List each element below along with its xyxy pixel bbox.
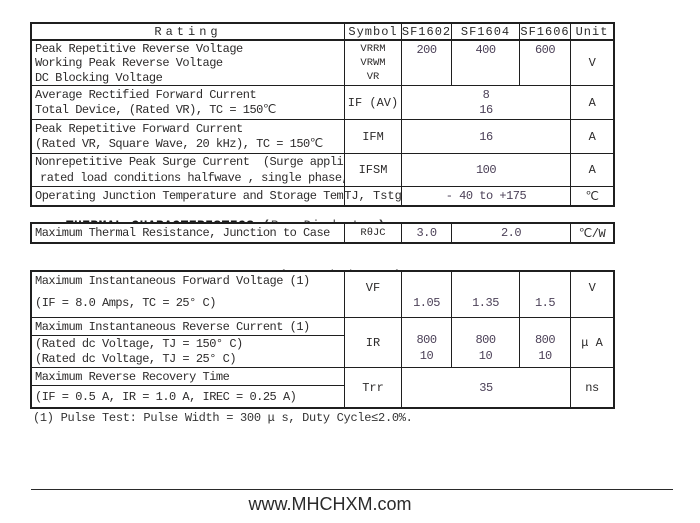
table-row: Peak Repetitive Reverse Voltage Working … [32, 41, 613, 86]
header-sf1606: SF1606 [520, 24, 571, 39]
unit-cell: V [588, 56, 596, 70]
rating-line: (Rated dc Voltage, TJ = 150° C) [35, 337, 243, 351]
value-line: 16 [479, 103, 493, 118]
symbol-cell: RθJC [345, 224, 402, 242]
unit-cell: μ A [581, 335, 603, 350]
table-row: Average Rectified Forward Current Total … [32, 86, 613, 120]
value-cell-merged: 35 [402, 368, 571, 407]
value-cell-merged: - 40 to +175 [402, 187, 571, 205]
symbol-cell: VRRM VRWM VR [345, 41, 402, 85]
unit-cell: V [588, 280, 596, 295]
table-row: Peak Repetitive Forward Current (Rated V… [32, 120, 613, 154]
symbol-line: VR [366, 71, 380, 83]
footer-divider [31, 489, 673, 490]
symbol-cell: TJ, Tstg [345, 187, 402, 205]
value-line: 10 [538, 349, 552, 363]
table-row: Operating Junction Temperature and Stora… [32, 187, 613, 205]
rating-line: (Rated VR, Square Wave, 20 kHz), TC = 15… [35, 137, 323, 152]
rating-line: Maximum Instantaneous Reverse Current (1… [35, 319, 310, 334]
max-ratings-header-row: Rating Symbol SF1602 SF1604 SF1606 Unit [32, 24, 613, 41]
value-cell: 1.05 [402, 272, 452, 317]
header-sf1602: SF1602 [402, 24, 452, 39]
rating-line: Maximum Instantaneous Forward Voltage (1… [35, 273, 310, 288]
rating-line: Nonrepetitive Peak Surge Current (Surge … [35, 155, 345, 170]
rating-line: Peak Repetitive Reverse Voltage [35, 41, 243, 56]
rating-line: (Rated dc Voltage, TJ = 25° C) [35, 352, 237, 366]
rating-line: Operating Junction Temperature and Stora… [35, 189, 344, 203]
header-sf1604: SF1604 [452, 24, 520, 39]
symbol-cell: IFM [345, 120, 402, 153]
value-cell: 200 [402, 41, 452, 85]
symbol-cell: Trr [345, 368, 402, 407]
max-ratings-table: Rating Symbol SF1602 SF1604 SF1606 Unit … [30, 22, 615, 207]
value-cell-merged: 2.0 [452, 224, 571, 242]
value-cell-merged: 16 [402, 120, 571, 153]
rating-cell: Peak Repetitive Forward Current (Rated V… [32, 120, 345, 153]
rating-line: Total Device, (Rated VR), TC = 150℃ [35, 103, 276, 118]
value-cell: 800 10 [402, 318, 452, 367]
table-row: Maximum Instantaneous Forward Voltage (1… [32, 272, 613, 318]
rating-cell: Operating Junction Temperature and Stora… [32, 187, 345, 205]
table-row: Maximum Instantaneous Reverse Current (1… [32, 318, 613, 368]
table-row: Maximum Thermal Resistance, Junction to … [32, 224, 613, 242]
symbol-cell: IR [345, 318, 402, 367]
symbol-line: VRWM [360, 57, 386, 69]
rating-line: Peak Repetitive Forward Current [35, 121, 243, 136]
value-line: 800 [534, 333, 556, 347]
symbol-cell: IF (AV) [345, 86, 402, 119]
symbol-cell: IFSM [345, 154, 402, 186]
header-rating: Rating [32, 24, 345, 39]
value-cell: 400 [452, 41, 520, 85]
unit-cell: A [588, 129, 596, 144]
header-unit: Unit [575, 24, 609, 39]
rating-line: Maximum Reverse Recovery Time [35, 369, 230, 384]
unit-cell: ns [585, 380, 599, 395]
unit-cell: ℃/W [578, 226, 606, 241]
symbol-line: VRRM [360, 43, 386, 55]
electrical-table: Maximum Instantaneous Forward Voltage (1… [30, 270, 615, 409]
rating-cell: Maximum Instantaneous Forward Voltage (1… [32, 272, 345, 317]
table-row: Nonrepetitive Peak Surge Current (Surge … [32, 154, 613, 187]
value-cell: 600 [520, 41, 571, 85]
unit-cell: A [588, 95, 596, 110]
value-cell: 800 10 [452, 318, 520, 367]
rating-line: Maximum Thermal Resistance, Junction to … [35, 226, 330, 240]
value-line: 800 [475, 333, 496, 347]
header-symbol: Symbol [345, 24, 402, 39]
value-cell: 1.35 [452, 272, 520, 317]
footer-url: www.MHCHXM.com [248, 494, 412, 514]
value-cell: 1.5 [520, 272, 571, 317]
rating-line: Working Peak Reverse Voltage [35, 56, 223, 70]
value-cell: 3.0 [402, 224, 452, 242]
rating-cell: Nonrepetitive Peak Surge Current (Surge … [32, 154, 345, 186]
table-row: Maximum Reverse Recovery Time (IF = 0.5 … [32, 368, 613, 407]
value-cell-merged: 8 16 [402, 86, 571, 119]
thermal-table: Maximum Thermal Resistance, Junction to … [30, 222, 615, 244]
pulse-test-footnote: (1) Pulse Test: Pulse Width = 300 μ s, D… [33, 411, 413, 425]
unit-cell: ℃ [585, 189, 599, 204]
rating-line: DC Blocking Voltage [35, 70, 163, 85]
value-line: 10 [478, 349, 493, 363]
symbol-cell: VF [345, 272, 402, 317]
value-cell-merged: 100 [402, 154, 571, 186]
rating-cell: Average Rectified Forward Current Total … [32, 86, 345, 119]
value-line: 800 [416, 333, 437, 347]
value-line: 10 [419, 349, 434, 363]
rating-line: (IF = 0.5 A, IR = 1.0 A, IREC = 0.25 A) [35, 389, 297, 404]
rating-cell: Maximum Thermal Resistance, Junction to … [32, 224, 345, 242]
rating-cell: Peak Repetitive Reverse Voltage Working … [32, 41, 345, 85]
value-line: 8 [482, 87, 490, 102]
rating-cell: Maximum Reverse Recovery Time (IF = 0.5 … [32, 368, 345, 407]
rating-cell: Maximum Instantaneous Reverse Current (1… [32, 318, 345, 367]
rating-line: rated load conditions halfwave , single … [40, 170, 345, 185]
value-cell: 800 10 [520, 318, 571, 367]
rating-line: (IF = 8.0 Amps, TC = 25° C) [35, 296, 216, 310]
unit-cell: A [588, 163, 596, 177]
rating-line: Average Rectified Forward Current [35, 87, 257, 102]
